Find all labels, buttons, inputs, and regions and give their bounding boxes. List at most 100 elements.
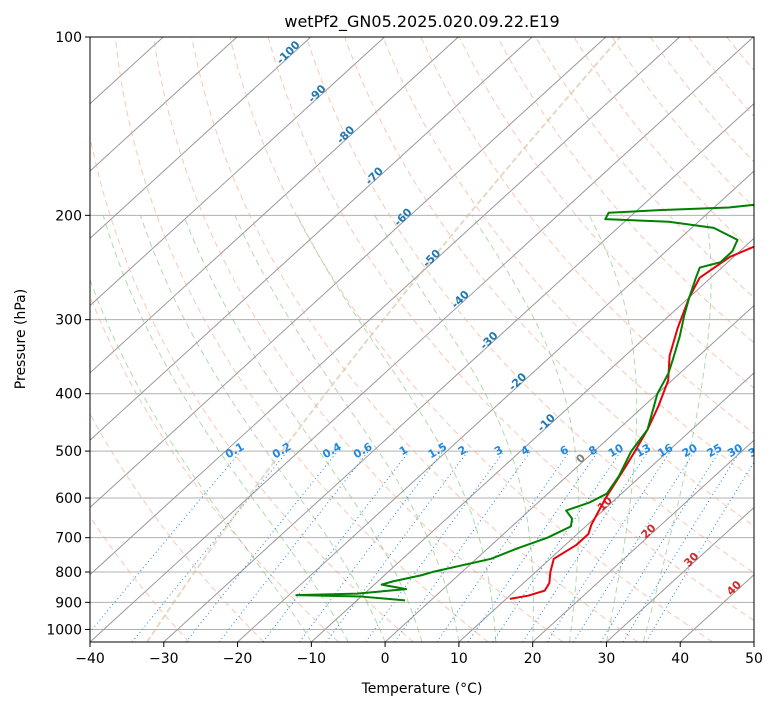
x-tick-label-8: 40 bbox=[671, 651, 689, 667]
plot-frame bbox=[89, 36, 755, 643]
y-tick-label-6: 400 bbox=[55, 387, 82, 403]
isotherm--70 bbox=[90, 37, 533, 441]
isotherm-label-8: -20 bbox=[506, 370, 529, 393]
y-tick-label-8: 200 bbox=[55, 208, 82, 224]
isotherm-30 bbox=[606, 506, 754, 642]
dry-adiabat-160 bbox=[688, 37, 754, 118]
mixing-ratio-line-16 bbox=[622, 450, 741, 642]
moist-adiabat--5 bbox=[102, 215, 349, 642]
mixing-ratio-line-10 bbox=[467, 450, 599, 642]
dry-adiabat-120 bbox=[535, 37, 754, 299]
mixing-ratio-line-7 bbox=[365, 450, 505, 642]
isotherm-0 bbox=[384, 304, 754, 642]
x-tick-label-5: 10 bbox=[450, 651, 468, 667]
isotherm--100 bbox=[90, 37, 312, 239]
isotherm-label-0: -100 bbox=[274, 38, 303, 67]
dry-adiabat--10 bbox=[90, 294, 339, 642]
x-tick-label-9: 50 bbox=[745, 651, 763, 667]
x-tick-label-0: −40 bbox=[75, 651, 105, 667]
x-axis-title: Temperature (°C) bbox=[361, 681, 483, 697]
isotherm-10 bbox=[458, 372, 754, 642]
moist-adiabat-5 bbox=[183, 215, 423, 642]
dry-adiabat-60 bbox=[305, 37, 754, 574]
moist-adiabat-35 bbox=[642, 215, 712, 642]
mixing-ratio-line-6 bbox=[326, 450, 469, 642]
isotherm--60 bbox=[90, 37, 607, 509]
isotherm--50 bbox=[90, 37, 680, 576]
mixing-ratio-label-11: 10 bbox=[606, 441, 626, 460]
isotherm-label-14: 40 bbox=[724, 578, 744, 598]
isotherm-label-6: -40 bbox=[449, 288, 472, 311]
mixing-ratio-label-3: 0.6 bbox=[351, 440, 375, 461]
y-tick-label-3: 700 bbox=[55, 531, 82, 547]
mixing-ratio-label-16: 30 bbox=[725, 441, 745, 460]
x-tick-label-2: −20 bbox=[223, 651, 253, 667]
dry-adiabat-20 bbox=[153, 37, 564, 642]
y-tick-label-9: 100 bbox=[55, 30, 82, 46]
mixing-ratio-label-5: 1.5 bbox=[426, 440, 449, 461]
mixing-ratio-line-9 bbox=[436, 450, 571, 642]
y-tick-label-4: 600 bbox=[55, 491, 82, 507]
mixing-ratio-label-2: 0.4 bbox=[320, 440, 344, 461]
x-tick-label-3: −10 bbox=[297, 651, 327, 667]
mixing-ratio-line-12 bbox=[522, 450, 649, 642]
mixing-ratio-line-14 bbox=[573, 450, 696, 642]
mixing-ratio-label-8: 4 bbox=[519, 443, 532, 458]
dry-adiabat-70 bbox=[344, 37, 754, 527]
dry-adiabat-180 bbox=[765, 37, 775, 642]
y-axis-title: Pressure (hPa) bbox=[13, 289, 29, 389]
mixing-ratio-label-14: 20 bbox=[680, 441, 700, 460]
x-tick-label-1: −30 bbox=[149, 651, 179, 667]
ticks-layer: −40 −30 −20 −10 0 10 20 30 40 50 1000 900 800 700 600 5… bbox=[46, 30, 763, 667]
chart-title: wetPf2_GN05.2025.020.09.22.E19 bbox=[284, 12, 559, 32]
dry-adiabat-90 bbox=[420, 37, 754, 435]
isotherm-20 bbox=[532, 439, 754, 642]
moist-adiabat-20 bbox=[374, 215, 534, 642]
isotherm--80 bbox=[90, 37, 459, 374]
mixing-ratio-line-11 bbox=[492, 450, 622, 642]
dry-adiabat-0 bbox=[90, 134, 414, 642]
x-tick-label-4: 0 bbox=[381, 651, 390, 667]
isotherm--20 bbox=[237, 170, 754, 642]
y-tick-label-7: 300 bbox=[55, 313, 82, 329]
mixing-ratio-line-4 bbox=[262, 450, 410, 642]
isotherm--30 bbox=[163, 103, 754, 642]
mixing-ratio-label-17: 36 bbox=[746, 441, 766, 460]
dry-adiabat-40 bbox=[229, 37, 713, 642]
y-tick-label-1: 900 bbox=[55, 595, 82, 611]
x-tick-label-7: 30 bbox=[598, 651, 616, 667]
temperature-line bbox=[509, 245, 754, 600]
dry-adiabat--30 bbox=[90, 515, 190, 642]
dry-adiabat-100 bbox=[458, 37, 754, 389]
mixing-ratio-line-5 bbox=[299, 450, 444, 642]
dry-adiabat-150 bbox=[649, 37, 754, 163]
moist-adiabat-10 bbox=[234, 215, 460, 642]
moist-adiabat-30 bbox=[588, 215, 638, 642]
dry-adiabat-80 bbox=[382, 37, 754, 481]
series-layer bbox=[295, 203, 754, 602]
mixing-ratio-line-8 bbox=[394, 450, 532, 642]
dry-adiabat-50 bbox=[267, 37, 754, 622]
moist-adiabat-0 bbox=[139, 215, 386, 642]
mixing-ratio-label-13: 16 bbox=[656, 441, 676, 460]
background-lines bbox=[90, 37, 775, 642]
dry-adiabat-10 bbox=[114, 37, 489, 642]
mixing-ratio-line-2 bbox=[185, 450, 339, 642]
grid-layer bbox=[90, 37, 754, 642]
mixing-ratio-label-1: 0.2 bbox=[270, 440, 293, 461]
dry-adiabat--20 bbox=[90, 412, 265, 642]
isotherm-label-9: -10 bbox=[535, 411, 558, 434]
isotherm--90 bbox=[90, 37, 385, 307]
isotherm-label-1: -90 bbox=[305, 82, 328, 105]
isotherm-label-2: -80 bbox=[334, 123, 357, 146]
dry-adiabat-110 bbox=[497, 37, 754, 344]
isotherm-label-13: 30 bbox=[681, 549, 701, 569]
mixing-ratio-line-1 bbox=[131, 450, 289, 642]
y-tick-label-5: 500 bbox=[55, 444, 82, 460]
isotherm-label-4: -60 bbox=[391, 205, 414, 228]
mixing-ratio-line-0 bbox=[90, 450, 242, 633]
isotherm--40 bbox=[90, 37, 754, 642]
mixing-ratio-line-3 bbox=[218, 450, 370, 642]
isotherm-label-3: -70 bbox=[363, 164, 386, 187]
